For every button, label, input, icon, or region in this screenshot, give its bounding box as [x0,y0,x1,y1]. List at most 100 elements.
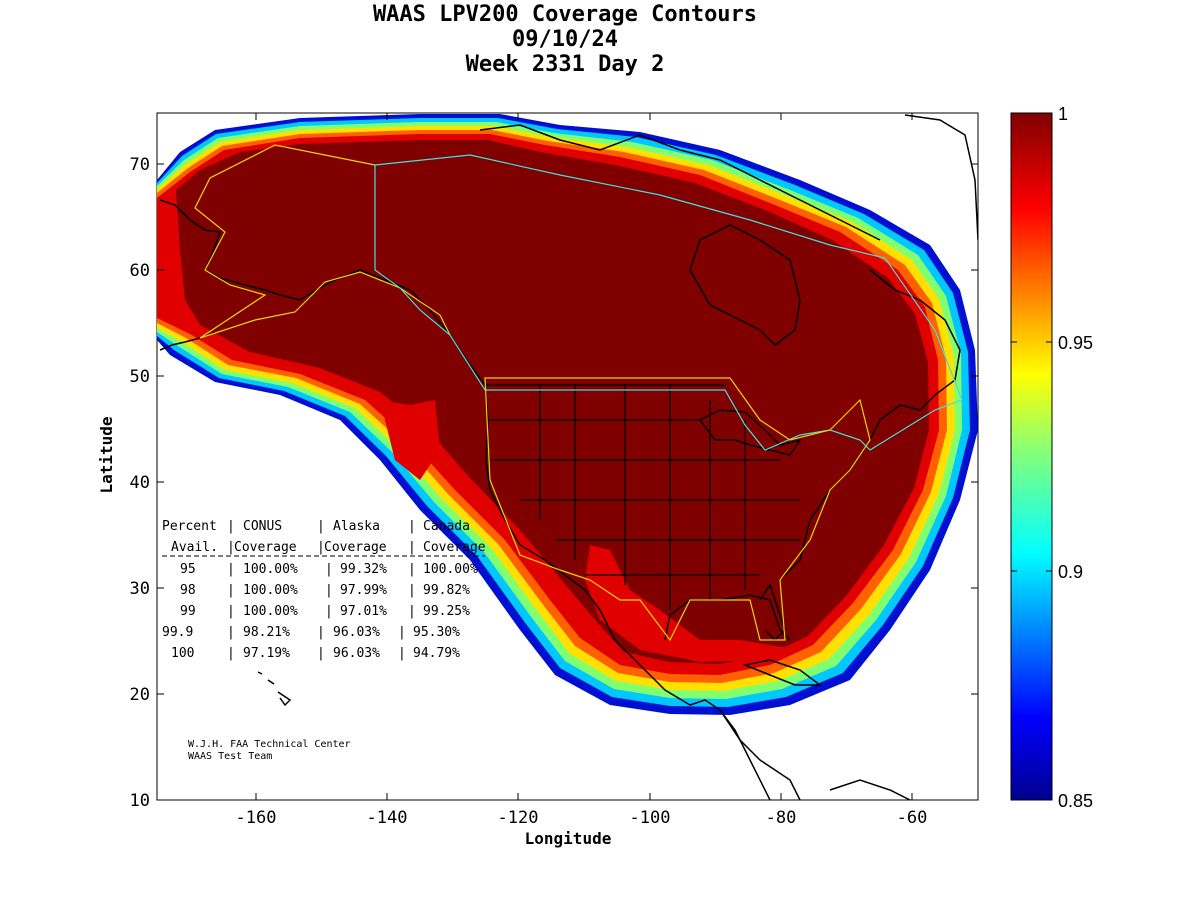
south-america-north [829,779,911,800]
x-tick-label: -60 [897,808,928,828]
table-cell: 99 [180,604,196,619]
hudson-bay [689,224,801,346]
florida [759,583,786,642]
table-row: 100 | 97.19% | 96.03% | 94.79% [171,646,460,661]
east-coast [779,269,961,581]
table-row: 99 | 100.00% | 97.01% | 99.25% [180,604,470,619]
colorbar-tick-label: 0.9 [1058,562,1083,582]
credit-line-1: W.J.H. FAA Technical Center [188,739,351,750]
table-cell: 97.01% [340,604,387,619]
table-col-sep: | [227,519,235,534]
contour-100-gap-2 [585,545,800,662]
table-cell: 95.30% [413,625,460,640]
table-cell: 100 [171,646,194,661]
table-col-sep: | [408,562,416,577]
colorbar-tick-label: 0.85 [1058,791,1093,811]
table-subheader-conus: Coverage [234,540,297,555]
colorbar-tick-label: 1 [1058,104,1068,124]
table-cell: 96.03% [333,625,380,640]
region-boundaries [194,144,963,642]
colorbar-tick-label: 0.95 [1058,333,1093,353]
table-cell: 98.21% [243,625,290,640]
table-row: 98 | 100.00% | 97.99% | 99.82% [180,583,470,598]
table-col-sep: | [227,604,235,619]
table-cell: 97.99% [340,583,387,598]
colorbar-ticks [1011,341,1052,572]
x-tick-label: -160 [236,808,277,828]
alaska-coast [159,199,451,336]
table-cell: 99.9 [162,625,193,640]
x-tick-label: -140 [367,808,408,828]
table-col-sep: | [317,646,325,661]
x-tick-label: -80 [766,808,797,828]
alaska-boundary [194,144,451,339]
table-subheader-alaska: Coverage [324,540,387,555]
table-col-sep: | [227,646,235,661]
table-row: 99.9 | 98.21% | 96.03% | 95.30% [162,625,460,640]
table-col-sep: | [317,540,325,555]
greenland [904,114,978,241]
table-subheader-canada: Coverage [423,540,486,555]
credit-line-2: WAAS Test Team [188,751,272,762]
arctic-islands [479,124,881,241]
table-col-sep: | [398,646,406,661]
contour-100-gap-1 [380,400,440,480]
table-col-sep: | [317,625,325,640]
y-tick-label: 20 [130,685,150,705]
table-col-sep: | [325,562,333,577]
chart-title-line-1: WAAS LPV200 Coverage Contours [372,2,758,27]
table-header-canada: Canada [423,519,470,534]
axis-ticks [157,113,978,800]
table-col-sep: | [227,625,235,640]
y-tick-label: 70 [130,155,150,175]
table-col-sep: | [227,562,235,577]
table-col-sep: | [227,583,235,598]
x-axis-label: Longitude [525,829,612,848]
table-col-sep: | [325,604,333,619]
y-tick-label: 40 [130,473,150,493]
table-col-sep: | [408,604,416,619]
table-col-sep: | [408,540,416,555]
table-cell: 99.82% [423,583,470,598]
table-cell: 100.00% [243,604,298,619]
table-cell: 95 [180,562,196,577]
central-america [719,709,801,800]
table-col-sep: | [317,519,325,534]
coverage-table: Percent | CONUS | Alaska | Canada Avail.… [162,519,486,661]
table-cell: 99.32% [340,562,387,577]
table-cell: 100.00% [243,583,298,598]
x-tick-label: -120 [498,808,539,828]
canada-boundary [374,154,963,451]
table-header-alaska: Alaska [333,519,380,534]
y-tick-label: 50 [130,367,150,387]
table-cell: 100.00% [423,562,478,577]
table-col-sep: | [398,625,406,640]
table-col-sep: | [408,519,416,534]
y-tick-label: 60 [130,261,150,281]
table-cell: 96.03% [333,646,380,661]
gulf-coast [664,594,791,641]
table-col-sep: | [227,540,235,555]
table-cell: 97.19% [243,646,290,661]
table-header-conus: CONUS [243,519,282,534]
table-subheader-avail: Avail. [171,540,218,555]
chart-title-line-2: 09/10/24 [512,27,618,52]
table-col-sep: | [325,583,333,598]
x-tick-label: -100 [630,808,671,828]
table-cell: 100.00% [243,562,298,577]
table-cell: 94.79% [413,646,460,661]
y-axis-label: Latitude [97,416,116,493]
us-state-borders [485,384,800,610]
conus-boundary [484,377,871,642]
y-tick-label: 10 [130,791,150,811]
table-cell: 98 [180,583,196,598]
y-tick-label: 30 [130,579,150,599]
hawaii [257,671,292,707]
great-lakes [698,409,802,456]
table-col-sep: | [408,583,416,598]
table-header-percent: Percent [162,519,217,534]
table-row: 95 | 100.00% | 99.32% | 100.00% [180,562,478,577]
colorbar [1010,112,1053,801]
chart-title-line-3: Week 2331 Day 2 [465,52,665,77]
